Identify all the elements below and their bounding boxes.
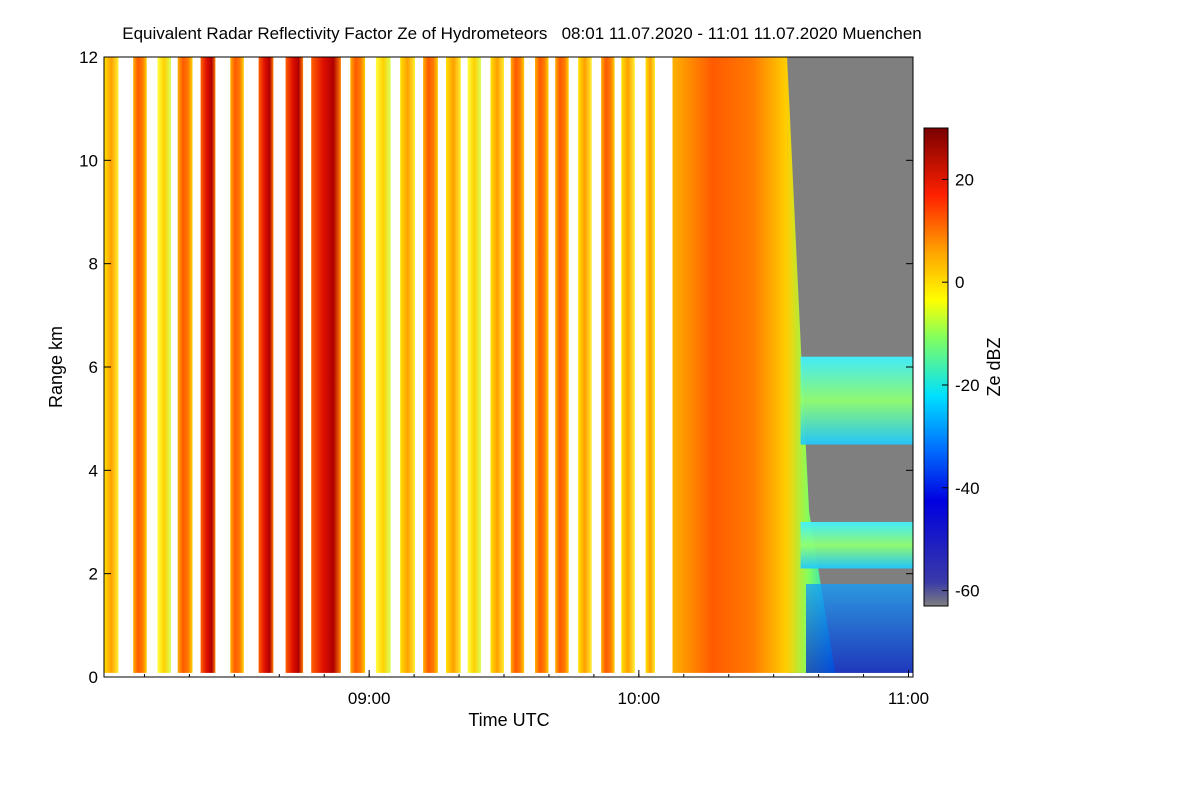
profile-column-9 xyxy=(350,57,366,673)
profile-column-8 xyxy=(311,57,341,673)
colorbar-tick-label-4: -60 xyxy=(955,582,980,601)
colorbar-ticks: 20 0 -20 -40 -60 xyxy=(942,170,980,601)
profile-column-21 xyxy=(621,57,635,673)
profile-column-2 xyxy=(157,57,171,673)
colorbar-tick-label-2: -20 xyxy=(955,376,980,395)
cloud-layer-1 xyxy=(800,522,914,569)
cloud-layers xyxy=(787,57,914,673)
colorbar-tick-label-0: 20 xyxy=(955,170,974,189)
profile-column-4 xyxy=(200,57,216,673)
x-tick-label-2: 11:00 xyxy=(888,689,929,708)
profile-column-0 xyxy=(104,57,119,673)
cloud-layer-2 xyxy=(806,584,914,673)
colorbar-tick-label-1: 0 xyxy=(955,273,964,292)
colorbar xyxy=(923,127,949,607)
profile-column-15 xyxy=(490,57,504,673)
y-tick-label-1: 2 xyxy=(89,565,98,584)
colorbar-label: Ze dBZ xyxy=(984,337,1004,396)
y-tick-label-2: 4 xyxy=(89,461,98,480)
y-tick-label-5: 10 xyxy=(79,151,98,170)
heatmap-cells xyxy=(104,57,788,673)
x-tick-label-1: 10:00 xyxy=(618,689,661,708)
profile-column-11 xyxy=(400,57,415,673)
cloud-layer-0 xyxy=(800,356,914,445)
profile-column-17 xyxy=(535,57,549,673)
chart-title: Equivalent Radar Reflectivity Factor Ze … xyxy=(122,24,921,43)
profile-column-14 xyxy=(467,57,482,673)
y-axis: 0 2 4 6 8 10 12 xyxy=(79,48,913,687)
profile-column-22 xyxy=(645,57,655,673)
profile-column-3 xyxy=(177,57,193,673)
profile-column-16 xyxy=(510,57,525,673)
profile-column-6 xyxy=(258,57,274,673)
profile-column-5 xyxy=(230,57,244,673)
profile-column-1 xyxy=(133,57,147,673)
x-axis-label: Time UTC xyxy=(468,710,549,730)
y-tick-label-4: 8 xyxy=(89,255,98,274)
profile-column-7 xyxy=(285,57,304,673)
y-tick-label-6: 12 xyxy=(79,48,98,67)
profile-column-18 xyxy=(555,57,569,673)
profile-column-20 xyxy=(601,57,615,673)
colorbar-tick-label-3: -40 xyxy=(955,479,980,498)
profile-column-13 xyxy=(446,57,461,673)
y-tick-label-0: 0 xyxy=(89,668,98,687)
profile-column-12 xyxy=(423,57,438,673)
y-tick-label-3: 6 xyxy=(89,358,98,377)
y-axis-label: Range km xyxy=(46,326,66,408)
profile-column-19 xyxy=(578,57,592,673)
profile-column-10 xyxy=(375,57,391,673)
column-edge-transition xyxy=(787,57,836,673)
profile-column-23 xyxy=(672,57,788,673)
x-axis: 09:00 10:00 11:00 xyxy=(143,670,929,708)
x-tick-label-0: 09:00 xyxy=(348,689,391,708)
